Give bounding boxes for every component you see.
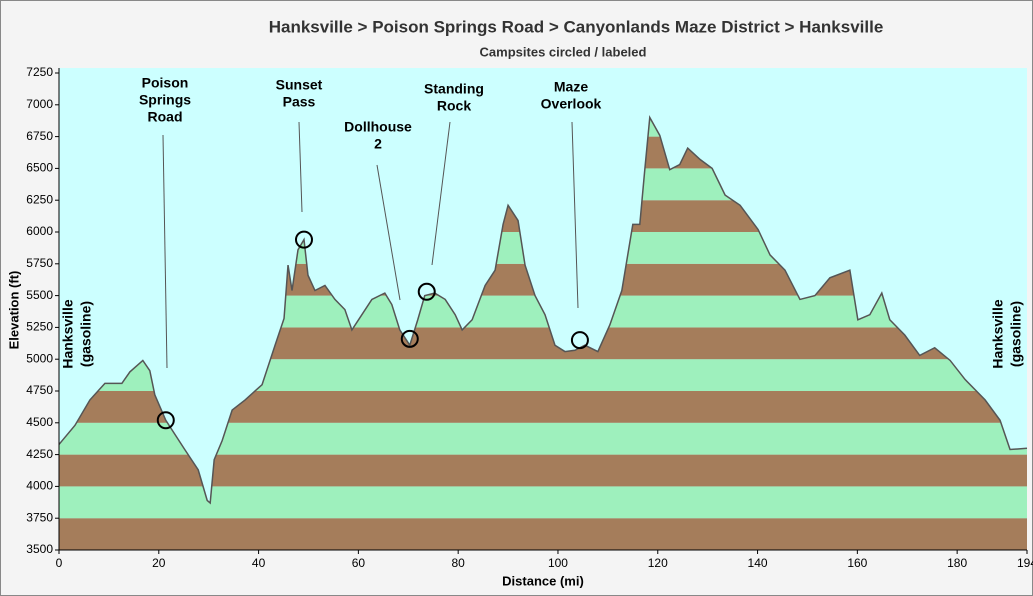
annotation-label: 2 [374, 136, 382, 152]
y-tick-label: 6500 [26, 161, 53, 175]
y-tick-label: 5500 [26, 288, 53, 302]
annotation-label: Road [148, 109, 183, 125]
x-tick-label: 140 [748, 556, 768, 570]
y-tick-label: 6750 [26, 129, 53, 143]
x-tick-label: 0 [56, 556, 63, 570]
end-label: (gasoline) [78, 301, 94, 367]
y-tick-label: 3500 [26, 542, 53, 556]
y-tick-label: 5000 [26, 351, 53, 365]
x-tick-label: 40 [252, 556, 266, 570]
y-tick-label: 6000 [26, 224, 53, 238]
y-tick-label: 7000 [26, 97, 53, 111]
annotation-label: Sunset [276, 77, 323, 93]
elevation-band [59, 486, 1027, 519]
annotation-label: Pass [283, 94, 316, 110]
x-tick-label: 20 [152, 556, 166, 570]
chart-subtitle: Campsites circled / labeled [480, 44, 647, 59]
annotation-label: Dollhouse [344, 119, 412, 135]
annotation-label: Maze [554, 79, 588, 95]
x-tick-label: 180 [947, 556, 967, 570]
annotation-label: Rock [437, 98, 471, 114]
y-tick-label: 5250 [26, 320, 53, 334]
x-tick-label: 160 [847, 556, 867, 570]
x-tick-label: 100 [548, 556, 568, 570]
x-tick-label: 80 [451, 556, 465, 570]
leader-line [431, 121, 451, 266]
elevation-band [59, 454, 1027, 487]
x-tick-label: 60 [352, 556, 366, 570]
annotation-label: Poison [142, 75, 189, 91]
y-tick-label: 4750 [26, 383, 53, 397]
leader-line [298, 121, 303, 213]
y-tick-label: 4000 [26, 479, 53, 493]
x-tick-label: 120 [648, 556, 668, 570]
leader-line [162, 134, 168, 369]
annotation-label: Springs [139, 92, 191, 108]
y-tick-label: 4500 [26, 415, 53, 429]
campsite-marker [400, 329, 419, 348]
x-tick-label: 194 [1017, 556, 1033, 570]
y-tick-label: 7250 [26, 65, 53, 79]
elevation-band [59, 518, 1027, 550]
y-axis-label: Elevation (ft) [6, 271, 21, 350]
campsite-marker [570, 331, 589, 350]
y-tick-label: 4250 [26, 447, 53, 461]
leader-line [376, 164, 401, 301]
y-tick-label: 3750 [26, 510, 53, 524]
campsite-marker [294, 230, 313, 249]
annotation-label: Overlook [541, 96, 602, 112]
y-tick-label: 6250 [26, 192, 53, 206]
end-label: (gasoline) [1008, 301, 1024, 367]
chart-title: Hanksville > Poison Springs Road > Canyo… [269, 17, 884, 36]
campsite-marker [417, 282, 436, 301]
end-label: Hanksville [60, 299, 76, 368]
y-tick-label: 5750 [26, 256, 53, 270]
campsite-marker [156, 411, 175, 430]
annotation-label: Standing [424, 81, 484, 97]
x-axis-label: Distance (mi) [502, 573, 584, 588]
profile-line [58, 115, 1028, 505]
end-label: Hanksville [990, 299, 1006, 368]
leader-line [571, 121, 579, 309]
